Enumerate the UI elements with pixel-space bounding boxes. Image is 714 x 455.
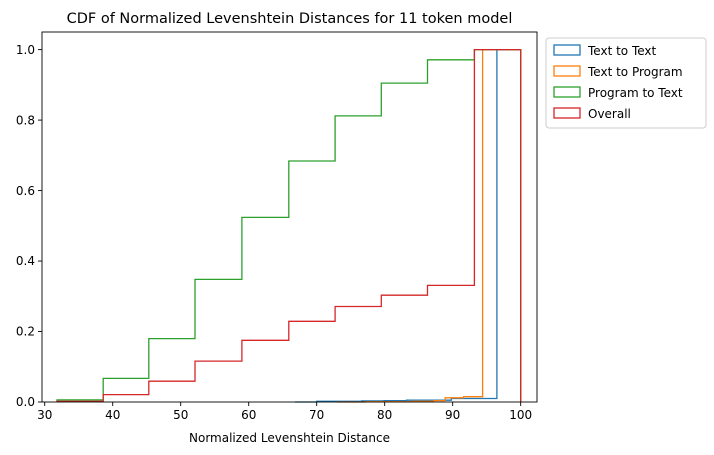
legend-label: Program to Text <box>588 86 683 100</box>
series-line-1 <box>337 48 522 403</box>
legend-label: Text to Program <box>587 65 683 79</box>
x-tick-label: 90 <box>445 408 460 422</box>
series-line-2 <box>56 48 522 402</box>
y-tick-label: 0.2 <box>16 325 35 339</box>
x-tick-label: 70 <box>309 408 324 422</box>
legend: Text to Text Text to Program Program to Te… <box>545 37 707 129</box>
legend-swatch <box>553 107 581 119</box>
y-tick-label: 0.8 <box>16 113 35 127</box>
legend-swatch <box>553 86 581 98</box>
x-tick-label: 60 <box>241 408 256 422</box>
y-tick-label: 1.0 <box>16 43 35 57</box>
series-line-3 <box>56 48 522 402</box>
y-tick-label: 0.4 <box>16 254 35 268</box>
x-tick-label: 30 <box>37 408 52 422</box>
x-tick-label: 100 <box>509 408 532 422</box>
legend-swatch <box>553 44 581 56</box>
series-line-0 <box>294 48 522 403</box>
legend-label: Text to Text <box>587 44 657 58</box>
legend-box <box>545 37 707 129</box>
chart-title: CDF of Normalized Levenshtein Distances … <box>67 11 513 27</box>
y-tick-label: 0.0 <box>16 395 35 409</box>
plot-frame <box>41 31 538 403</box>
x-tick-label: 50 <box>173 408 188 422</box>
x-axis-title: Normalized Levenshtein Distance <box>189 431 390 445</box>
x-tick-label: 80 <box>377 408 392 422</box>
y-tick-label: 0.6 <box>16 184 35 198</box>
legend-label: Overall <box>588 107 631 121</box>
legend-swatch <box>553 65 581 77</box>
y-axis: 0.0 0.2 0.4 0.6 0.8 1.0 <box>16 43 42 409</box>
x-axis: 30 40 50 60 70 80 90 100 <box>37 402 532 422</box>
x-tick-label: 40 <box>105 408 120 422</box>
plot-area <box>41 31 538 403</box>
